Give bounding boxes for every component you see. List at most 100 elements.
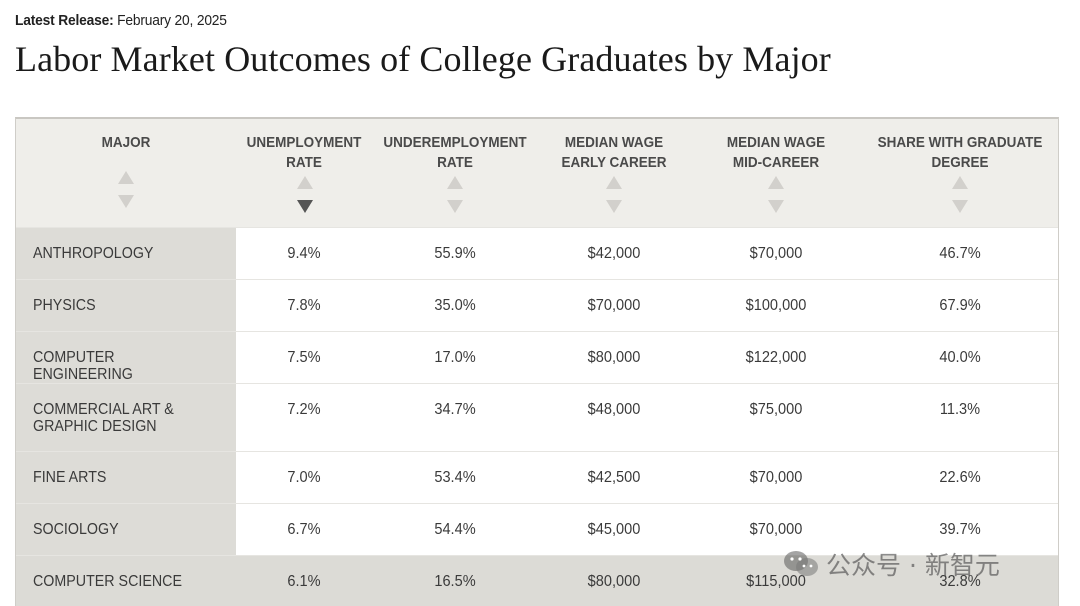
underemployment-rate-cell: 34.7% <box>434 401 476 418</box>
sort-ascending-icon[interactable] <box>606 176 622 189</box>
underemployment-rate-cell: 54.4% <box>434 521 476 538</box>
release-date: February 20, 2025 <box>117 12 227 29</box>
data-table: MAJOR UNEMPLOYMENT RATE UNDEREMPLOYMENT … <box>15 117 1059 606</box>
sort-ascending-icon[interactable] <box>447 176 463 189</box>
median-wage-mid-cell: $115,000 <box>746 573 806 590</box>
major-name-line: COMPUTER SCIENCE <box>33 573 182 590</box>
major-name: COMPUTER SCIENCE <box>33 573 217 590</box>
table-row[interactable]: COMPUTER ENGINEERING 7.5% 17.0% $80,000 … <box>16 331 1058 384</box>
major-name-line: GRAPHIC DESIGN <box>33 418 157 435</box>
unemployment-rate-cell: 7.2% <box>287 401 321 418</box>
major-cell: COMPUTER SCIENCE <box>16 556 236 606</box>
column-header-underemployment-rate[interactable]: UNDEREMPLOYMENT RATE <box>379 133 532 173</box>
major-cell: COMMERCIAL ART & GRAPHIC DESIGN <box>16 384 236 452</box>
column-header-label: DEGREE <box>931 154 989 171</box>
column-header-label: RATE <box>286 154 322 171</box>
page-title: Labor Market Outcomes of College Graduat… <box>15 39 831 79</box>
median-wage-mid-cell: $75,000 <box>749 401 803 418</box>
unemployment-rate-cell: 7.0% <box>287 469 321 486</box>
median-wage-early-cell: $42,000 <box>587 245 641 262</box>
sort-ascending-icon[interactable] <box>952 176 968 189</box>
column-header-label: RATE <box>437 154 473 171</box>
major-cell: ANTHROPOLOGY <box>16 228 236 280</box>
underemployment-rate-cell: 35.0% <box>434 297 476 314</box>
column-header-unemployment-rate[interactable]: UNEMPLOYMENT RATE <box>237 133 372 173</box>
column-header-label: MEDIAN WAGE <box>726 134 826 151</box>
major-name-line: FINE ARTS <box>33 469 107 486</box>
median-wage-mid-cell: $70,000 <box>749 469 803 486</box>
median-wage-early-cell: $80,000 <box>587 349 641 366</box>
column-header-label: SHARE WITH GRADUATE <box>877 134 1043 151</box>
sort-descending-icon[interactable] <box>447 200 463 213</box>
major-name-line: SOCIOLOGY <box>33 521 119 538</box>
median-wage-mid-cell: $70,000 <box>749 245 803 262</box>
median-wage-mid-cell: $122,000 <box>745 349 807 366</box>
underemployment-rate-cell: 16.5% <box>434 573 476 590</box>
release-label: Latest Release: <box>15 12 114 29</box>
major-cell: COMPUTER ENGINEERING <box>16 332 236 384</box>
column-header-label: MAJOR <box>101 134 151 151</box>
unemployment-rate-cell: 7.5% <box>287 349 321 366</box>
sort-descending-icon[interactable] <box>118 195 134 208</box>
column-header-label: EARLY CAREER <box>561 154 667 171</box>
table-row[interactable]: COMMERCIAL ART & GRAPHIC DESIGN 7.2% 34.… <box>16 383 1058 452</box>
major-cell: SOCIOLOGY <box>16 504 236 556</box>
median-wage-early-cell: $70,000 <box>587 297 641 314</box>
table-row[interactable]: ANTHROPOLOGY 9.4% 55.9% $42,000 $70,000 … <box>16 227 1058 280</box>
median-wage-early-cell: $80,000 <box>587 573 641 590</box>
graduate-degree-share-cell: 46.7% <box>939 245 981 262</box>
graduate-degree-share-cell: 40.0% <box>939 349 981 366</box>
watermark: 公众号 · 新智元 <box>782 546 1000 582</box>
underemployment-rate-cell: 17.0% <box>434 349 476 366</box>
major-name: SOCIOLOGY <box>33 521 217 538</box>
median-wage-mid-cell: $100,000 <box>745 297 807 314</box>
sort-descending-icon[interactable] <box>768 200 784 213</box>
major-name-line: COMPUTER ENGINEERING <box>33 349 133 383</box>
table-row[interactable]: PHYSICS 7.8% 35.0% $70,000 $100,000 67.9… <box>16 279 1058 332</box>
underemployment-rate-cell: 53.4% <box>434 469 476 486</box>
column-header-major[interactable]: MAJOR <box>36 133 216 153</box>
column-header-label: MID-CAREER <box>732 154 820 171</box>
column-header-median-wage-early[interactable]: MEDIAN WAGE EARLY CAREER <box>542 133 686 173</box>
major-name: ANTHROPOLOGY <box>33 245 217 262</box>
graduate-degree-share-cell: 11.3% <box>939 401 981 418</box>
major-name: COMPUTER ENGINEERING <box>33 349 217 383</box>
graduate-degree-share-cell: 39.7% <box>939 521 981 538</box>
watermark-text: 公众号 · 新智元 <box>826 551 1000 580</box>
sort-descending-icon[interactable] <box>952 200 968 213</box>
unemployment-rate-cell: 6.1% <box>287 573 321 590</box>
median-wage-early-cell: $42,500 <box>587 469 641 486</box>
graduate-degree-share-cell: 67.9% <box>939 297 981 314</box>
major-name-line: PHYSICS <box>33 297 96 314</box>
table-row-highlighted[interactable]: COMPUTER SCIENCE 6.1% 16.5% $80,000 $115… <box>16 555 1058 606</box>
wechat-icon <box>782 549 820 579</box>
column-header-median-wage-mid[interactable]: MEDIAN WAGE MID-CAREER <box>704 133 848 173</box>
column-header-label: MEDIAN WAGE <box>564 134 664 151</box>
unemployment-rate-cell: 9.4% <box>287 245 321 262</box>
major-name: PHYSICS <box>33 297 217 314</box>
sort-ascending-icon[interactable] <box>118 171 134 184</box>
major-name-line: ANTHROPOLOGY <box>33 245 154 262</box>
major-cell: FINE ARTS <box>16 452 236 504</box>
column-header-graduate-degree-share[interactable]: SHARE WITH GRADUATE DEGREE <box>861 133 1058 173</box>
sort-descending-icon[interactable] <box>297 200 313 213</box>
release-line: Latest Release: February 20, 2025 <box>15 12 227 29</box>
underemployment-rate-cell: 55.9% <box>434 245 476 262</box>
unemployment-rate-cell: 7.8% <box>287 297 321 314</box>
table-row[interactable]: SOCIOLOGY 6.7% 54.4% $45,000 $70,000 39.… <box>16 503 1058 556</box>
sort-ascending-icon[interactable] <box>297 176 313 189</box>
major-name: COMMERCIAL ART & GRAPHIC DESIGN <box>33 401 217 435</box>
sort-descending-icon[interactable] <box>606 200 622 213</box>
median-wage-early-cell: $48,000 <box>587 401 641 418</box>
graduate-degree-share-cell: 22.6% <box>939 469 981 486</box>
major-cell: PHYSICS <box>16 280 236 332</box>
table-header: MAJOR UNEMPLOYMENT RATE UNDEREMPLOYMENT … <box>16 119 1058 227</box>
table-row[interactable]: FINE ARTS 7.0% 53.4% $42,500 $70,000 22.… <box>16 451 1058 504</box>
graduate-degree-share-cell: 32.8% <box>939 573 981 590</box>
major-name-line: COMMERCIAL ART & <box>33 401 174 418</box>
column-header-label: UNDEREMPLOYMENT <box>383 134 527 151</box>
column-header-label: UNEMPLOYMENT <box>246 134 362 151</box>
sort-ascending-icon[interactable] <box>768 176 784 189</box>
major-name: FINE ARTS <box>33 469 217 486</box>
unemployment-rate-cell: 6.7% <box>287 521 321 538</box>
